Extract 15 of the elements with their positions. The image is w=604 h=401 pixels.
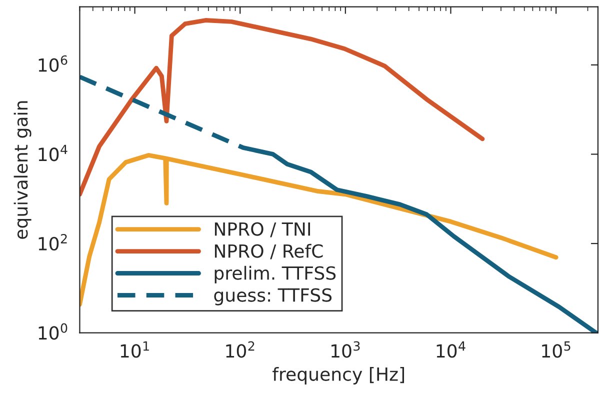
y-tick-label: 10$^{2}$ [38, 234, 67, 250]
y-tick-label: 10$^{0}$ [38, 323, 68, 340]
x-tick-label: 10$^{2}$ [226, 341, 254, 358]
y-tick-label: 10$^{6}$ [38, 55, 68, 72]
y-tick-label: 10$^{4}$ [38, 144, 68, 162]
x-tick-label: 10$^{4}$ [436, 341, 466, 358]
legend-label: NPRO / TNI [214, 222, 310, 238]
x-tick-label: 10$^{3}$ [332, 341, 360, 358]
y-axis-title: equivalent gain [14, 101, 32, 239]
legend-label: NPRO / RefC [214, 244, 323, 260]
legend-label: guess: TTFSS [214, 288, 332, 306]
x-tick-label: 10$^{5}$ [542, 341, 570, 358]
x-axis-title: frequency [Hz] [272, 366, 404, 384]
legend-label: prelim. TTFSS [214, 266, 336, 284]
x-tick-label: 10$^{1}$ [120, 341, 149, 358]
